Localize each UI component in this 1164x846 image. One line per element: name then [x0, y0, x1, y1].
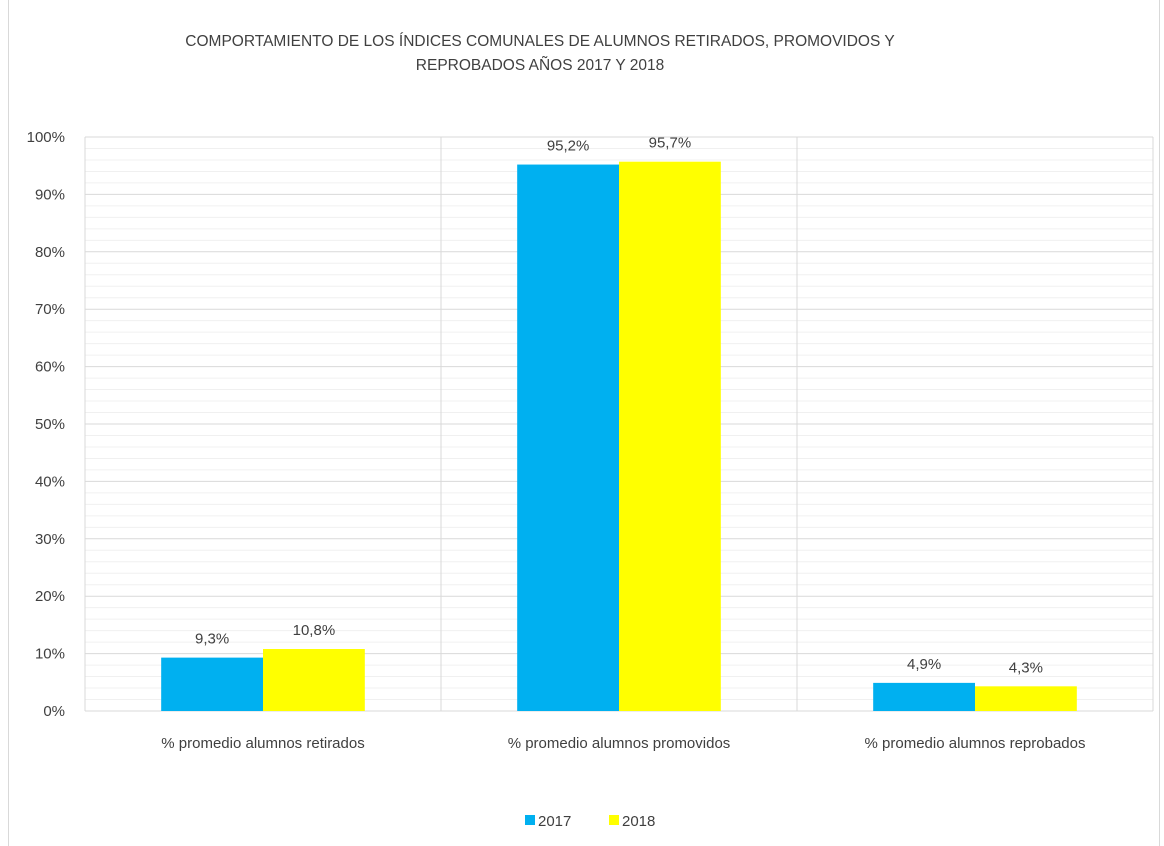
x-category-label: % promedio alumnos reprobados — [865, 735, 1086, 752]
x-category-label: % promedio alumnos promovidos — [508, 735, 731, 752]
y-tick-label: 20% — [35, 588, 65, 605]
data-label: 4,9% — [907, 656, 941, 673]
bar-2018 — [619, 161, 721, 711]
y-tick-label: 30% — [35, 531, 65, 548]
legend-label: 2018 — [622, 813, 655, 830]
bar-2017 — [873, 682, 975, 711]
data-label: 4,3% — [1009, 659, 1043, 676]
y-tick-label: 40% — [35, 473, 65, 490]
bar-2018 — [975, 686, 1077, 711]
chart-title-line-1: COMPORTAMIENTO DE LOS ÍNDICES COMUNALES … — [185, 33, 895, 50]
x-category-label: % promedio alumnos retirados — [161, 735, 364, 752]
y-tick-label: 100% — [27, 129, 65, 146]
y-tick-label: 90% — [35, 186, 65, 203]
y-tick-label: 70% — [35, 301, 65, 318]
legend-swatch-2018 — [609, 815, 619, 825]
y-tick-label: 50% — [35, 416, 65, 433]
data-label: 95,7% — [649, 135, 692, 152]
data-label: 10,8% — [293, 622, 336, 639]
chart-title-line-2: REPROBADOS AÑOS 2017 Y 2018 — [415, 57, 665, 74]
legend-label: 2017 — [538, 813, 571, 830]
bar-2018 — [263, 649, 365, 711]
bar-2017 — [517, 164, 619, 711]
legend-swatch-2017 — [525, 815, 535, 825]
y-tick-label: 80% — [35, 244, 65, 261]
y-tick-label: 60% — [35, 359, 65, 376]
bar-2017 — [161, 657, 263, 711]
y-tick-label: 0% — [43, 703, 65, 720]
data-label: 9,3% — [195, 631, 229, 648]
data-label: 95,2% — [547, 138, 590, 155]
y-tick-label: 10% — [35, 646, 65, 663]
chart-title: COMPORTAMIENTO DE LOS ÍNDICES COMUNALES … — [0, 30, 1080, 78]
